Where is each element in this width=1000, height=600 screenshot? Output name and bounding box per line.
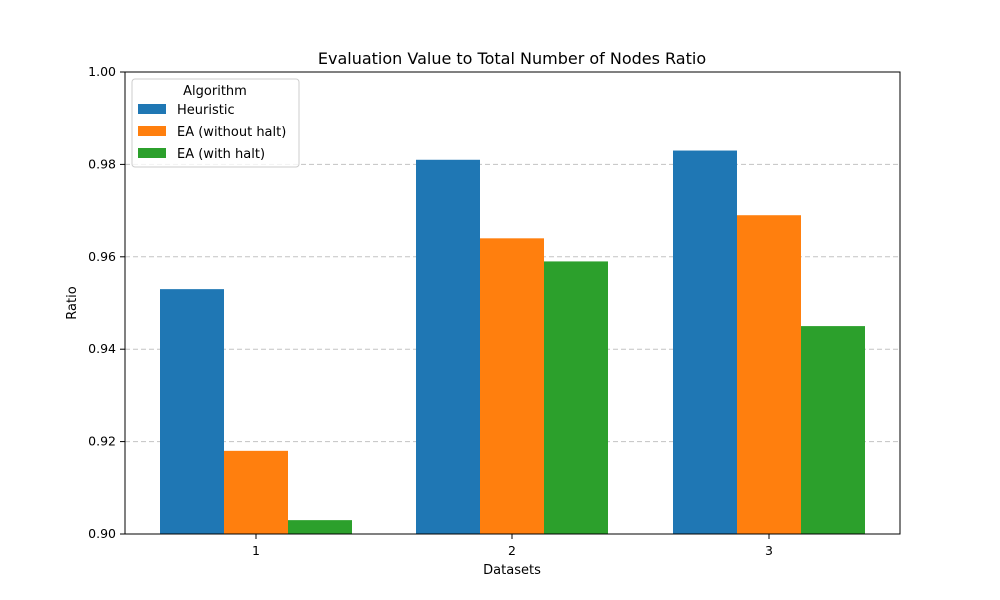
legend-items: Heuristic EA (without halt) EA (with halt) xyxy=(138,103,286,162)
x-axis-ticks: 1 2 3 xyxy=(252,534,773,558)
legend-swatch-1 xyxy=(138,126,166,136)
legend-label-2: EA (with halt) xyxy=(177,147,265,162)
legend: Algorithm Heuristic EA (without halt) EA (… xyxy=(131,78,300,168)
legend-title: Algorithm xyxy=(183,84,247,99)
y-axis-label: Ratio xyxy=(65,286,80,319)
bar-1-1 xyxy=(480,238,544,534)
bar-2-2 xyxy=(801,326,865,534)
legend-box xyxy=(131,78,300,168)
legend-swatch-0 xyxy=(138,104,166,114)
y-tick-label-2: 0.94 xyxy=(88,341,116,356)
y-tick-label-4: 0.98 xyxy=(88,156,116,171)
legend-label-1: EA (without halt) xyxy=(177,125,286,140)
y-tick-label-0: 0.90 xyxy=(88,526,116,541)
legend-label-0: Heuristic xyxy=(177,103,235,118)
bar-1-0 xyxy=(224,450,288,534)
bar-2-1 xyxy=(544,261,608,534)
bar-1-2 xyxy=(737,215,801,534)
x-tick-label-1: 2 xyxy=(508,543,516,558)
x-tick-label-2: 3 xyxy=(765,543,773,558)
y-axis-ticks: 0.90 0.92 0.94 0.96 0.98 1.00 xyxy=(88,64,125,541)
y-tick-label-5: 1.00 xyxy=(88,64,116,79)
x-tick-label-0: 1 xyxy=(252,543,260,558)
bars xyxy=(160,150,865,535)
x-axis-label: Datasets xyxy=(483,563,541,578)
bar-2-0 xyxy=(288,520,352,534)
y-tick-label-3: 0.96 xyxy=(88,249,116,264)
y-tick-label-1: 0.92 xyxy=(88,434,116,449)
bar-0-0 xyxy=(160,289,224,534)
legend-swatch-2 xyxy=(138,148,166,158)
chart-title: Evaluation Value to Total Number of Node… xyxy=(318,49,706,68)
bar-0-2 xyxy=(673,150,737,535)
bar-0-1 xyxy=(416,159,480,534)
